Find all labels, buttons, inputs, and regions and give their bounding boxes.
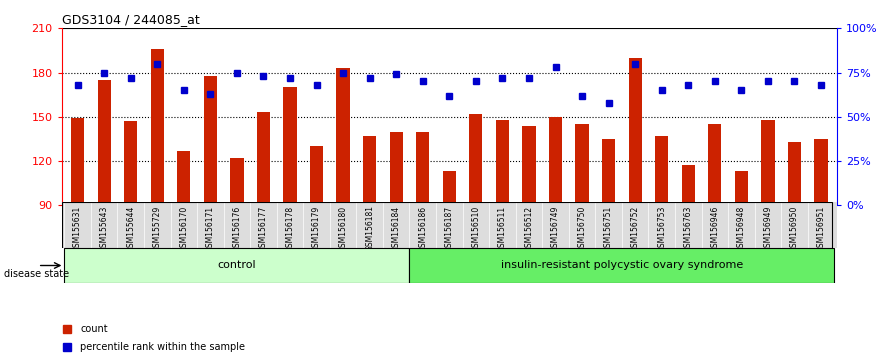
Bar [284,87,297,205]
Bar [708,124,722,205]
Text: GDS3104 / 244085_at: GDS3104 / 244085_at [62,13,199,26]
Text: GSM156177: GSM156177 [259,205,268,252]
Text: GSM156753: GSM156753 [657,205,666,252]
Text: GSM156171: GSM156171 [206,205,215,252]
Text: GSM156510: GSM156510 [471,205,480,252]
Text: GSM156752: GSM156752 [631,205,640,252]
Text: GSM156184: GSM156184 [392,205,401,252]
Bar [363,136,376,205]
FancyBboxPatch shape [64,248,410,283]
Text: control: control [218,261,256,270]
Bar [389,132,403,205]
Bar [788,142,801,205]
Text: GSM156186: GSM156186 [418,205,427,252]
Bar [204,75,217,205]
Bar [761,120,774,205]
Text: GSM156178: GSM156178 [285,205,294,252]
Bar [337,68,350,205]
FancyBboxPatch shape [410,248,834,283]
Text: insulin-resistant polycystic ovary syndrome: insulin-resistant polycystic ovary syndr… [500,261,743,270]
Bar [177,151,190,205]
Text: GSM156950: GSM156950 [790,205,799,252]
Text: count: count [80,324,107,334]
Bar [71,118,85,205]
Text: percentile rank within the sample: percentile rank within the sample [80,342,245,352]
Text: GSM155631: GSM155631 [73,205,82,252]
Text: GSM156176: GSM156176 [233,205,241,252]
Bar [416,132,429,205]
Text: GSM156187: GSM156187 [445,205,454,252]
Bar [549,117,562,205]
Text: GSM156951: GSM156951 [817,205,825,252]
Bar [628,58,641,205]
Text: GSM156511: GSM156511 [498,205,507,252]
Bar [230,158,243,205]
Text: GSM156179: GSM156179 [312,205,321,252]
Text: disease state: disease state [4,269,70,279]
Bar [257,113,270,205]
Bar [735,171,748,205]
Bar [310,146,323,205]
Text: GSM156750: GSM156750 [578,205,587,252]
Bar [814,139,827,205]
Text: GSM156181: GSM156181 [365,205,374,251]
Bar [442,171,456,205]
Bar [602,139,615,205]
Bar [151,49,164,205]
Text: GSM155729: GSM155729 [152,205,162,252]
Text: GSM156180: GSM156180 [338,205,348,252]
Bar [98,80,111,205]
Text: GSM156946: GSM156946 [710,205,719,252]
Bar [124,121,137,205]
Bar [575,124,589,205]
Bar [655,136,669,205]
Text: GSM155644: GSM155644 [126,205,135,252]
Text: GSM156949: GSM156949 [764,205,773,252]
Text: GSM156170: GSM156170 [180,205,189,252]
Text: GSM156763: GSM156763 [684,205,692,252]
Bar [522,126,536,205]
Bar [496,120,509,205]
Bar [682,166,695,205]
Text: GSM156948: GSM156948 [737,205,746,252]
Text: GSM156749: GSM156749 [551,205,560,252]
Text: GSM156512: GSM156512 [524,205,534,252]
Text: GSM156751: GSM156751 [604,205,613,252]
Text: GSM155643: GSM155643 [100,205,108,252]
FancyBboxPatch shape [62,202,837,248]
Bar [470,114,483,205]
